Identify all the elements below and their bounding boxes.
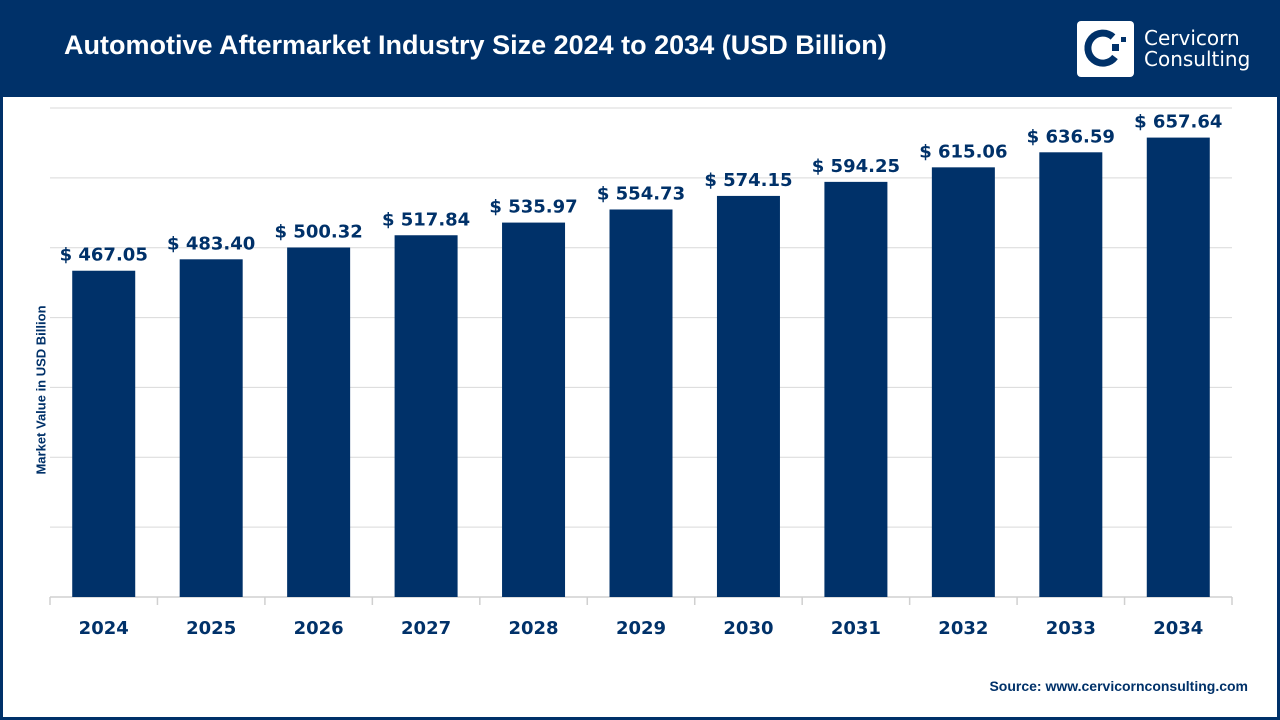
x-tick-label: 2024 <box>79 618 129 639</box>
bar-2027 <box>394 235 458 597</box>
logo-text-line2: Consulting <box>1144 47 1251 71</box>
data-label: $ 500.32 <box>275 221 363 242</box>
x-tick-label: 2034 <box>1153 618 1203 639</box>
bar-2032 <box>931 167 995 597</box>
bar-2026 <box>287 247 351 598</box>
x-tick-label: 2026 <box>294 618 344 639</box>
logo-mark-icon <box>1077 21 1134 77</box>
x-tick-label: 2031 <box>831 618 881 639</box>
data-label: $ 554.73 <box>597 183 685 204</box>
logo-text-line1: Cervicorn <box>1144 26 1240 50</box>
x-tick-label: 2033 <box>1046 618 1096 639</box>
x-tick-label: 2028 <box>508 618 558 639</box>
x-tick-label: 2032 <box>938 618 988 639</box>
data-label: $ 636.59 <box>1027 126 1115 147</box>
data-label: $ 483.40 <box>167 233 255 254</box>
data-label: $ 535.97 <box>489 197 577 218</box>
header-banner: Automotive Aftermarket Industry Size 202… <box>0 0 1280 97</box>
data-label: $ 657.64 <box>1134 112 1222 133</box>
x-tick-label: 2030 <box>723 618 773 639</box>
bar-2024 <box>72 270 136 597</box>
source-note: Source: www.cervicornconsulting.com <box>989 678 1248 694</box>
data-label: $ 574.15 <box>704 170 792 191</box>
bar-2028 <box>502 222 566 597</box>
data-label: $ 467.05 <box>60 245 148 266</box>
bar-2033 <box>1039 152 1103 597</box>
data-label: $ 615.06 <box>919 141 1007 162</box>
x-tick-label: 2029 <box>616 618 666 639</box>
x-tick-label: 2027 <box>401 618 451 639</box>
x-tick-label: 2025 <box>186 618 236 639</box>
chart-title: Automotive Aftermarket Industry Size 202… <box>64 30 887 60</box>
bar-2031 <box>824 181 888 597</box>
bar-2025 <box>179 259 243 597</box>
bar-2029 <box>609 209 673 597</box>
bar-2034 <box>1146 137 1210 597</box>
data-label: $ 594.25 <box>812 156 900 177</box>
data-label: $ 517.84 <box>382 209 470 230</box>
company-logo: Cervicorn Consulting <box>1077 21 1250 77</box>
bar-2030 <box>716 195 780 597</box>
